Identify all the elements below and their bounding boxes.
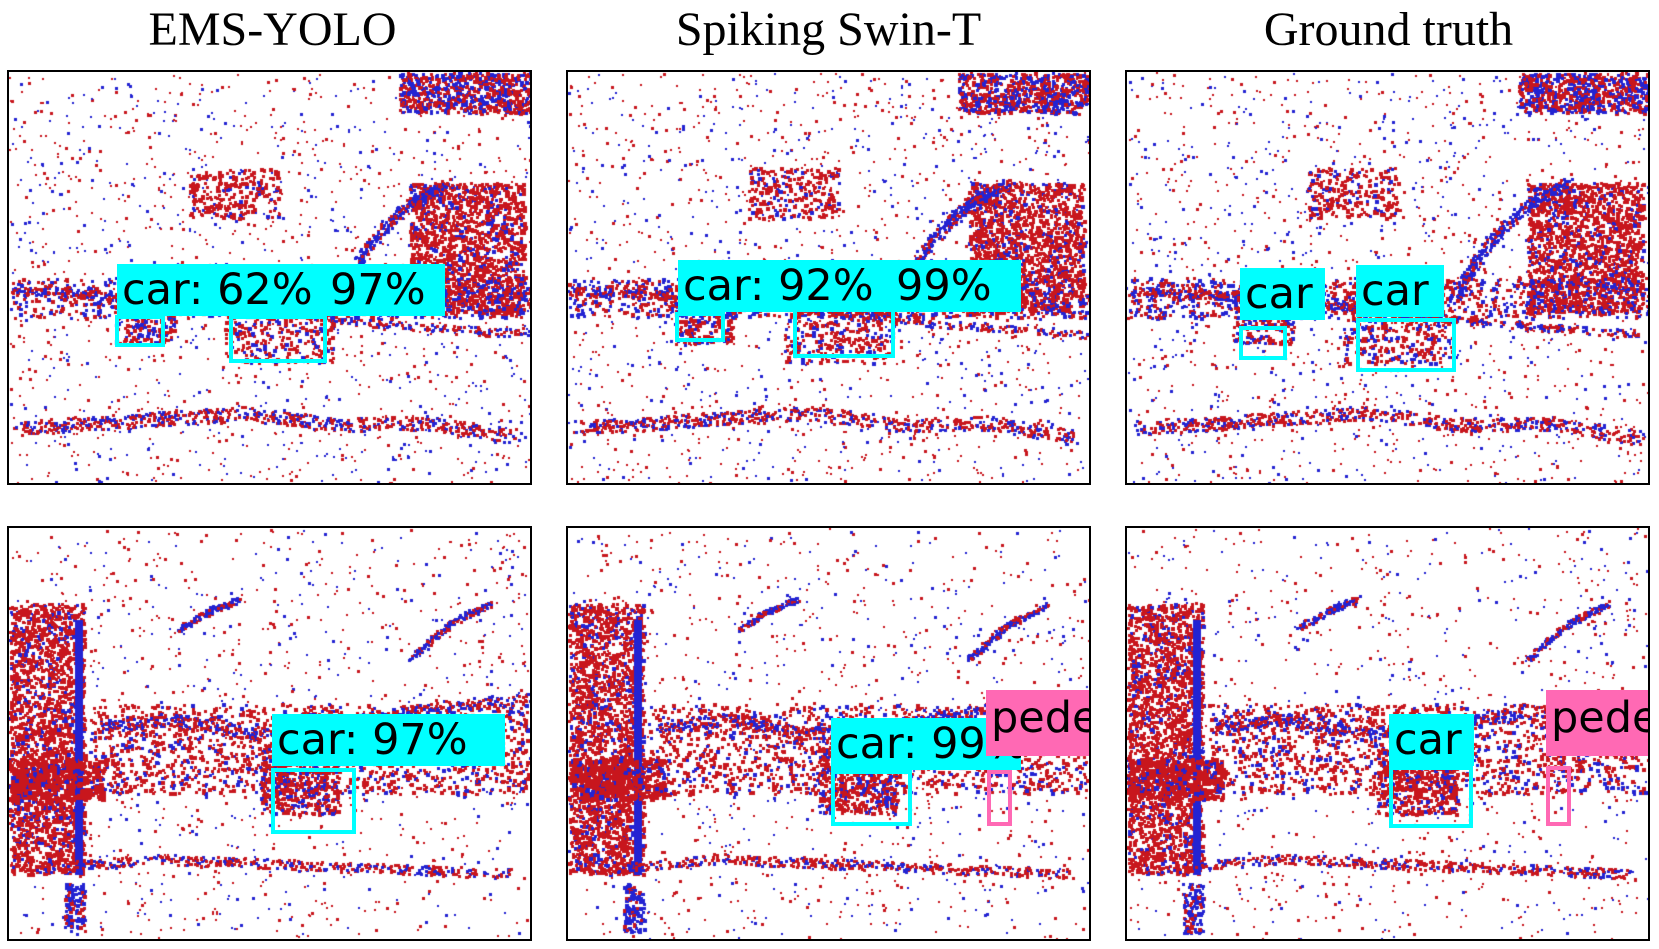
- panel-ground-truth-scene-1: car car: [1125, 70, 1650, 485]
- car-detection-label: car: 92%: [678, 260, 903, 312]
- car-bounding-box: [831, 770, 912, 826]
- car-detection-label: 99%: [891, 260, 1021, 312]
- panel-spiking-swin-t-scene-2: car: 99% pedestrian: [566, 526, 1091, 941]
- pedestrian-ground-truth-label: pedestrian: [1546, 690, 1648, 756]
- column-title-spiking-swin-t: Spiking Swin-T: [675, 3, 982, 56]
- car-bounding-box: [229, 315, 327, 363]
- panel-ems-yolo-scene-2: car: 97%: [7, 526, 532, 941]
- car-ground-truth-label: car: [1240, 268, 1325, 320]
- car-detection-label: 97%: [325, 264, 445, 316]
- panel-ground-truth-scene-2: car pedestrian: [1125, 526, 1650, 941]
- car-bounding-box: [1356, 318, 1456, 372]
- pedestrian-bounding-box: [1546, 766, 1571, 826]
- column-title-ground-truth: Ground truth: [1263, 3, 1514, 56]
- column-title-ems-yolo: EMS-YOLO: [148, 3, 397, 56]
- pedestrian-detection-label: pedestrian: [986, 690, 1089, 756]
- car-bounding-box: [793, 308, 895, 358]
- car-detection-label: car: 62%: [117, 264, 337, 316]
- panel-ems-yolo-scene-1: car: 62% 97%: [7, 70, 532, 485]
- car-bounding-box: [115, 315, 165, 347]
- car-ground-truth-label: car: [1356, 265, 1444, 317]
- pedestrian-bounding-box: [987, 770, 1012, 826]
- car-ground-truth-label: car: [1389, 714, 1474, 766]
- car-bounding-box: [271, 768, 356, 834]
- car-detection-label: car: 97%: [272, 714, 505, 766]
- car-bounding-box: [1389, 766, 1473, 828]
- car-bounding-box: [1239, 326, 1287, 360]
- panel-spiking-swin-t-scene-1: car: 92% 99%: [566, 70, 1091, 485]
- car-bounding-box: [675, 312, 725, 342]
